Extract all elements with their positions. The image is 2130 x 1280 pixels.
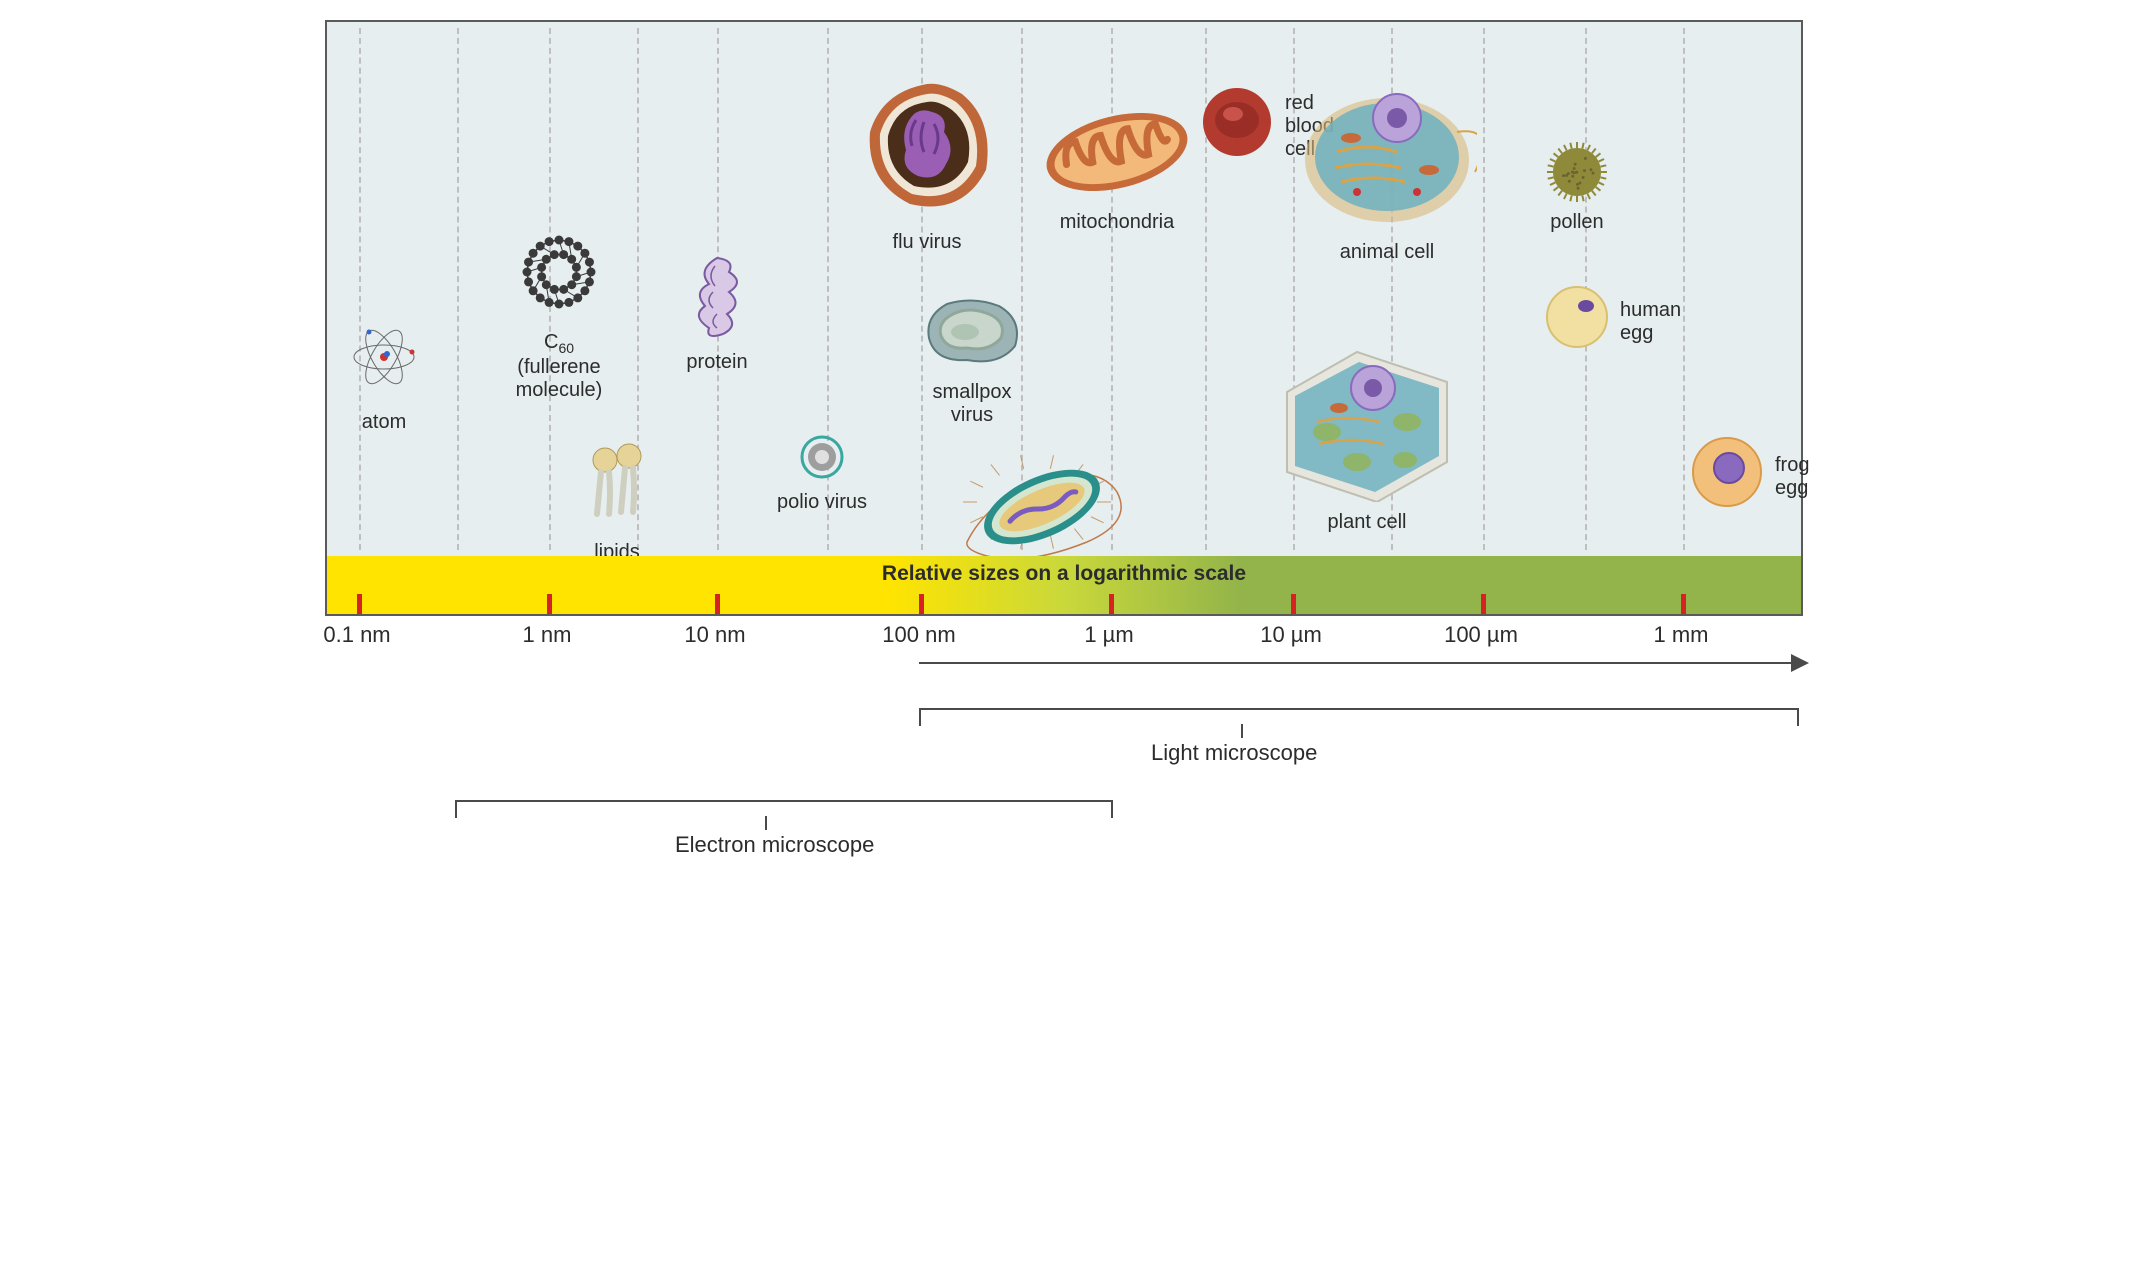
- item-label: polio virus: [762, 491, 882, 514]
- tick-mark: [1481, 594, 1486, 614]
- arrow-head-icon: [1791, 654, 1809, 672]
- light-microscope-label: Light microscope: [1151, 740, 1317, 766]
- item-pollen: pollen: [1517, 142, 1637, 234]
- tick-label: 1 nm: [523, 622, 572, 648]
- item-flu: flu virus: [852, 72, 1002, 254]
- item-label: C60(fullerenemolecule): [499, 331, 619, 402]
- electron-microscope-label: Electron microscope: [675, 832, 874, 858]
- tick-label: 100 µm: [1444, 622, 1518, 648]
- tick-mark: [547, 594, 552, 614]
- light-microscope-bracket-stem: [1241, 724, 1243, 738]
- tick-mark: [715, 594, 720, 614]
- atom-icon: [324, 312, 444, 407]
- gridline: [1483, 28, 1485, 550]
- human-egg-icon: [1542, 282, 1612, 357]
- item-label: animal cell: [1297, 241, 1477, 264]
- tick-label: 0.1 nm: [323, 622, 390, 648]
- scale-arrow: [919, 662, 1793, 664]
- protein-icon: [657, 252, 777, 347]
- flu-virus-icon: [852, 72, 1002, 227]
- gridline: [359, 28, 361, 550]
- item-label: atom: [324, 411, 444, 434]
- item-label: mitochondria: [1037, 211, 1197, 234]
- mitochondria-icon: [1037, 102, 1197, 207]
- tick-label: 10 µm: [1260, 622, 1322, 648]
- electron-microscope-bracket: [455, 800, 1113, 818]
- item-label: humanegg: [1620, 299, 1681, 345]
- item-atom: atom: [324, 312, 444, 434]
- item-lipids: lipids: [557, 442, 677, 564]
- item-animalcell: animal cell: [1297, 82, 1477, 264]
- tick-label: 100 nm: [882, 622, 955, 648]
- item-label: flu virus: [852, 231, 1002, 254]
- item-protein: protein: [657, 252, 777, 374]
- item-fullerene: C60(fullerenemolecule): [499, 222, 619, 402]
- plot-area: atomC60(fullerenemolecule)lipidsproteinp…: [325, 20, 1803, 558]
- item-plantcell: plant cell: [1277, 342, 1457, 534]
- plant-cell-icon: [1277, 342, 1457, 507]
- electron-microscope-bracket-stem: [765, 816, 767, 830]
- item-label: plant cell: [1277, 511, 1457, 534]
- gridline: [457, 28, 459, 550]
- tick-label: 1 µm: [1084, 622, 1133, 648]
- tick-mark: [357, 594, 362, 614]
- item-mito: mitochondria: [1037, 102, 1197, 234]
- pollen-icon: [1517, 142, 1637, 207]
- red-blood-cell-icon: [1197, 82, 1277, 167]
- item-label: pollen: [1517, 211, 1637, 234]
- tick-mark: [1681, 594, 1686, 614]
- fullerene-icon: [499, 222, 619, 327]
- smallpox-virus-icon: [912, 292, 1032, 377]
- tick-mark: [1291, 594, 1296, 614]
- item-label: smallpox virus: [912, 381, 1032, 427]
- lipids-icon: [557, 442, 677, 537]
- scale-bar: Relative sizes on a logarithmic scale: [325, 556, 1803, 616]
- gridline: [1683, 28, 1685, 550]
- size-scale-diagram: atom C60(fullerenemolecule) lipids protein p…: [325, 20, 1805, 890]
- item-label: frogegg: [1775, 454, 1809, 500]
- item-label: protein: [657, 351, 777, 374]
- animal-cell-icon: [1297, 82, 1477, 237]
- polio-virus-icon: [762, 432, 882, 487]
- item-polio: polio virus: [762, 432, 882, 514]
- tick-mark: [1109, 594, 1114, 614]
- item-humanegg: humanegg: [1542, 282, 1681, 357]
- tick-label: 1 mm: [1654, 622, 1709, 648]
- light-microscope-bracket: [919, 708, 1799, 726]
- tick-label: 10 nm: [684, 622, 745, 648]
- item-frogegg: frogegg: [1687, 432, 1809, 517]
- scale-title: Relative sizes on a logarithmic scale: [327, 562, 1801, 586]
- frog-egg-icon: [1687, 432, 1767, 517]
- item-smallpox: smallpox virus: [912, 292, 1032, 427]
- tick-mark: [919, 594, 924, 614]
